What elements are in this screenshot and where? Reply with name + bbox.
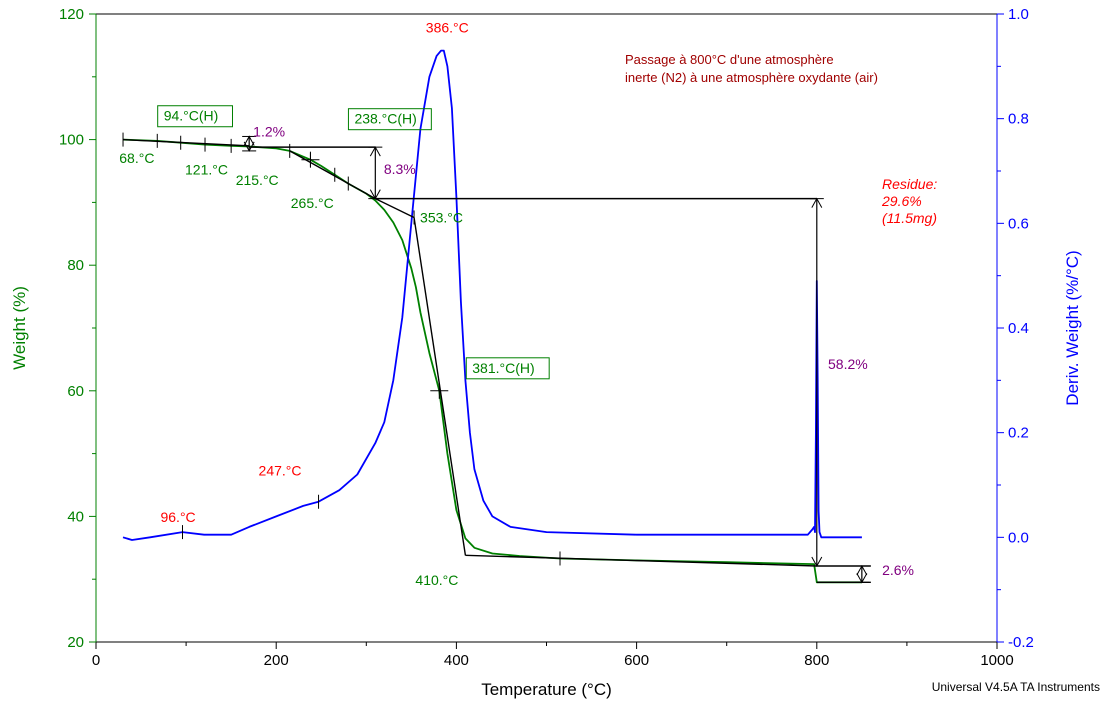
x-tick-label: 200 [264,652,289,669]
annotations: 386.°C 247.°C 96.°C 68.°C 121.°C 215.°C 265.°C… [119,20,1100,694]
step-percent-label: 58.2% [828,356,868,372]
x-tick-label: 1000 [980,652,1013,669]
step-percent-label: 8.3% [384,161,416,177]
boxed-label: 238.°C(H) [354,111,416,127]
y-left-tick-label: 80 [67,257,84,274]
deriv-weight-curve [122,49,862,541]
y-left-axis-label: Weight (%) [10,286,29,370]
boxed-label: 381.°C(H) [472,360,534,376]
y-right-tick-label: 0.6 [1008,215,1029,232]
x-tick-label: 800 [804,652,829,669]
instrument-credit: Universal V4.5A TA Instruments [932,680,1100,694]
onset-label: 121.°C [185,162,228,178]
boxed-label: 94.°C(H) [164,108,219,124]
onset-label: 215.°C [236,172,279,188]
boxed-label-frame [157,105,233,128]
y-left-tick-label: 20 [67,634,84,651]
y-left-tick-label: 40 [67,508,84,525]
onset-label: 265.°C [291,195,334,211]
y-right-tick-label: 0.2 [1008,425,1029,442]
step-percent-label: 1.2% [253,123,285,139]
x-tick-label: 600 [624,652,649,669]
plot-frame [95,13,998,643]
tangent-4 [375,198,415,219]
x-tick-label: 0 [92,652,100,669]
y-left-tick-label: 100 [59,132,84,149]
tangent-6 [465,554,817,567]
y-right-axis-label: Deriv. Weight (%/°C) [1063,250,1082,405]
y-right-tick-label: 1.0 [1008,6,1029,23]
residue-label: (11.5mg) [882,210,937,226]
tangent-1 [122,138,250,147]
y-right-tick-label: 0.4 [1008,320,1029,337]
residue-label: Residue: [882,176,937,192]
axes: 0 200 400 600 800 1000 20 40 60 80 100 120 -0.2 0.0 0.… [10,6,1082,699]
atmosphere-note: inerte (N2) à une atmosphère oxydante (a… [625,70,878,85]
tangent-3 [289,150,376,200]
analysis-lines [122,132,871,584]
boxed-label-frame [347,108,432,131]
curves [122,49,862,584]
peak-label: 96.°C [160,509,195,525]
y-right-tick-label: 0.0 [1008,529,1029,546]
x-tick-label: 400 [444,652,469,669]
peak-label: 247.°C [259,463,302,479]
y-right-tick-label: -0.2 [1008,634,1034,651]
boxed-label-frame [465,357,550,380]
residue-label: 29.6% [881,193,922,209]
step-percent-label: 2.6% [882,562,914,578]
onset-label: 410.°C [415,572,458,588]
onset-label: 353.°C [420,209,463,225]
onset-label: 68.°C [119,150,154,166]
atmosphere-note: Passage à 800°C d'une atmosphère [625,52,834,67]
x-axis-label: Temperature (°C) [481,680,612,699]
y-right-tick-label: 0.8 [1008,111,1029,128]
peak-label: 386.°C [426,20,469,36]
y-left-tick-label: 60 [67,383,84,400]
y-left-tick-label: 120 [59,6,84,23]
